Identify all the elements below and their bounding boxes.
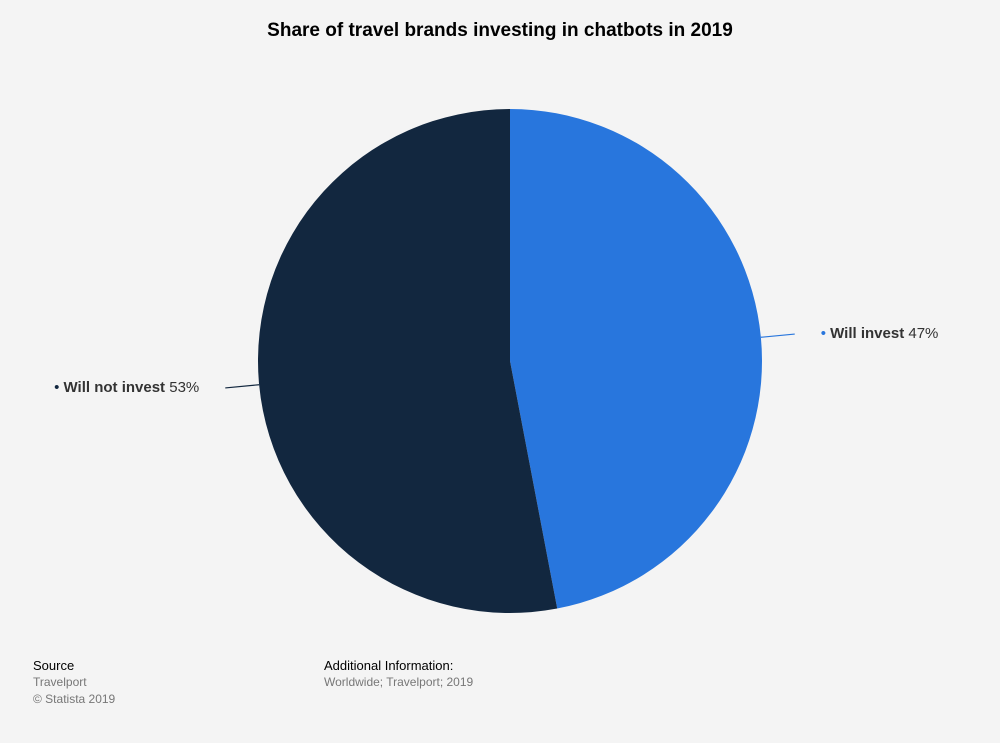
source-section: Source Travelport © Statista 2019 [33,657,115,708]
copyright-text[interactable]: © Statista 2019 [33,692,116,706]
slice-label-name: Will invest [830,325,904,342]
slice-label-will-invest: • Will invest 47% [821,325,939,342]
slice-labels: • Will invest 47%• Will not invest 53% [54,325,938,396]
label-bullet-icon: • [821,325,830,342]
additional-info-text: Worldwide; Travelport; 2019 [324,675,474,689]
label-bullet-icon: • [54,379,63,396]
slice-label-will-not-invest: • Will not invest 53% [54,379,199,396]
leader-line-will-not-invest [225,384,260,389]
slice-label-name: Will not invest [64,379,166,396]
leader-line-will-invest [760,333,795,338]
additional-info-section: Additional Information: Worldwide; Trave… [324,657,473,691]
source-heading: Source [33,658,75,673]
slice-label-value: 53% [165,379,199,396]
pie-slice-will-not-invest[interactable] [258,109,558,613]
slice-label-value: 47% [904,325,938,342]
pie-slice-will-invest[interactable] [510,108,763,609]
pie-slices [258,108,763,613]
leader-lines [225,333,795,389]
source-name[interactable]: Travelport [33,675,87,689]
additional-info-heading: Additional Information: [324,658,454,673]
chart-title: Share of travel brands investing in chat… [267,20,733,41]
